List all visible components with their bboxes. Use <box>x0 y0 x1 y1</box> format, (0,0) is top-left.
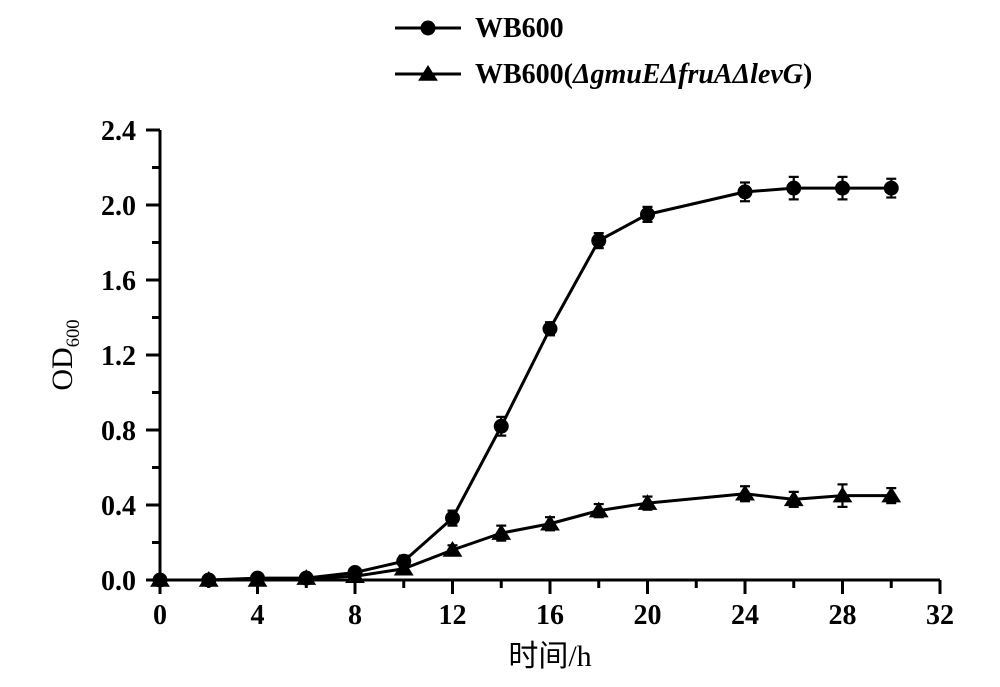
x-tick-label: 16 <box>536 600 564 631</box>
marker-circle <box>543 322 557 336</box>
x-axis-label: 时间/h <box>508 640 591 673</box>
legend-label: WB600(ΔgmuEΔfruAΔlevG) <box>475 59 812 90</box>
series-line <box>160 188 891 580</box>
x-tick-label: 32 <box>926 600 954 631</box>
y-axis-label: OD600 <box>46 319 84 390</box>
y-tick-label: 0.8 <box>101 416 136 447</box>
y-tick-label: 2.4 <box>101 116 136 147</box>
y-tick-label: 0.0 <box>101 566 136 597</box>
x-tick-label: 28 <box>829 600 857 631</box>
marker-circle <box>641 207 655 221</box>
series-mutant <box>151 484 900 586</box>
marker-circle <box>787 181 801 195</box>
legend-item-wb600: WB600 <box>395 13 564 44</box>
x-tick-label: 4 <box>251 600 265 631</box>
marker-circle <box>592 234 606 248</box>
marker-circle <box>738 185 752 199</box>
y-tick-label: 1.6 <box>101 266 136 297</box>
marker-circle <box>836 181 850 195</box>
x-tick-label: 24 <box>731 600 759 631</box>
marker-circle <box>446 511 460 525</box>
y-tick-label: 1.2 <box>101 341 136 372</box>
marker-circle <box>884 181 898 195</box>
series-line <box>160 494 891 580</box>
y-tick-label: 0.4 <box>101 491 136 522</box>
legend-label: WB600 <box>475 13 564 44</box>
svg-text:OD600: OD600 <box>46 319 84 390</box>
x-tick-label: 20 <box>634 600 662 631</box>
marker-circle <box>421 21 435 35</box>
x-tick-label: 8 <box>348 600 362 631</box>
legend-item-mutant: WB600(ΔgmuEΔfruAΔlevG) <box>395 59 812 90</box>
x-tick-label: 12 <box>439 600 467 631</box>
y-tick-label: 2.0 <box>101 191 136 222</box>
figure-root: 0 4 8 12 16 20 24 28 32 时间/h 0.0 0.4 0.8 1.2 1.6 2.0 2.4… <box>0 0 1000 687</box>
x-tick-label: 0 <box>153 600 167 631</box>
chart-svg: 0 4 8 12 16 20 24 28 32 时间/h 0.0 0.4 0.8 1.2 1.6 2.0 2.4… <box>0 0 1000 687</box>
marker-circle <box>494 419 508 433</box>
series-wb600 <box>153 177 898 587</box>
